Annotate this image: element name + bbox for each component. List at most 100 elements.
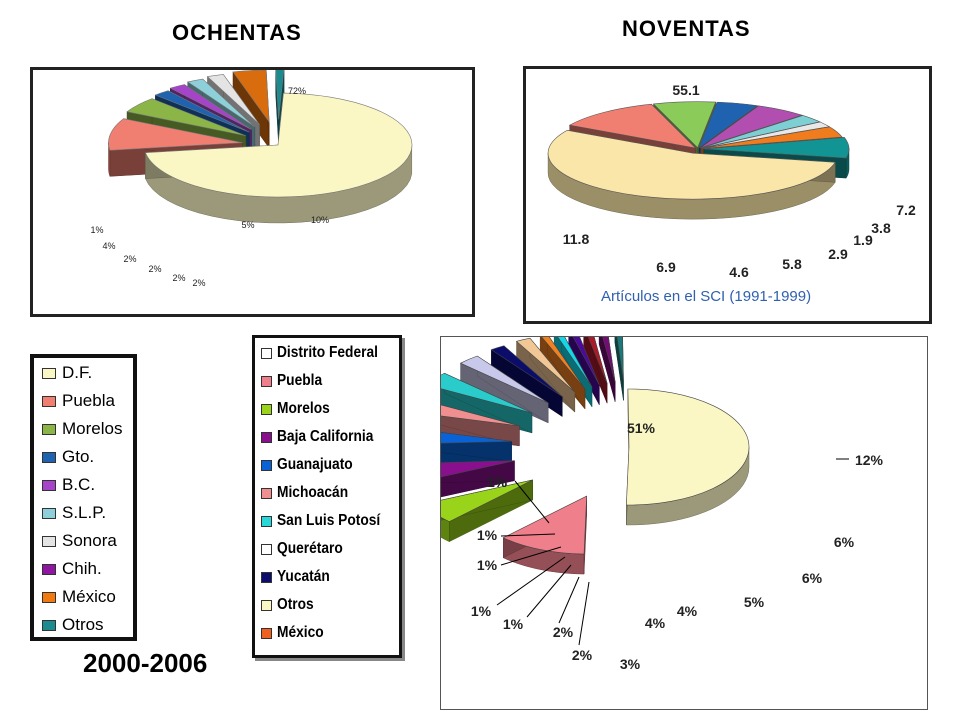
pie-chart-noventas: 55.1 11.8 6.9 4.6 5.8 2.9 1.93.8 7.2 Artículos e… <box>547 82 916 305</box>
heading-noventas: NOVENTAS <box>622 16 751 41</box>
pie-tops <box>547 101 850 200</box>
legend-item: San Luis Potosí <box>261 511 397 531</box>
pie-chart-2000-2006: 51%12%6%6%5%4%4%3%2%2%1%1%1%1%1%1% <box>441 337 884 672</box>
data-label: 55.1 <box>672 82 699 98</box>
pie-slice <box>206 74 260 125</box>
leader-line <box>500 533 556 537</box>
pie-slice <box>698 101 759 149</box>
pie-slice <box>703 137 850 159</box>
leader-line <box>526 564 572 618</box>
legend-label: B.C. <box>62 475 96 494</box>
pie-slice <box>441 460 515 478</box>
pie-labels: 72% 10% 5% 2% 2% 2% 2% 4% 1% <box>90 86 329 288</box>
legend-item: Baja California <box>261 427 389 447</box>
legend-label: Sonora <box>62 531 117 550</box>
data-label: 2% <box>172 273 185 283</box>
pie-tops <box>108 70 413 198</box>
legend-item: Morelos <box>42 419 122 439</box>
pie-slice <box>626 388 750 506</box>
data-label: 1% <box>90 225 103 235</box>
legend-item: Yucatán <box>261 567 338 587</box>
legend-item: Guanajuato <box>261 455 365 475</box>
legend-item: Michoacán <box>261 483 360 503</box>
pie-slice <box>441 404 520 427</box>
pie-slice <box>652 101 717 149</box>
legend-label: Chih. <box>62 559 102 578</box>
data-label: 2.9 <box>828 246 848 262</box>
data-label: 51% <box>627 420 656 436</box>
pie-slice-side <box>441 517 450 543</box>
data-label: 5% <box>744 594 765 610</box>
legend-swatch <box>42 535 56 547</box>
data-label: 2% <box>148 264 161 274</box>
data-label: 3% <box>620 656 641 672</box>
leader-line <box>500 546 562 566</box>
pie-slice <box>541 337 586 390</box>
data-label: 10% <box>311 215 329 225</box>
data-label: 2% <box>192 278 205 288</box>
pie-slice <box>459 355 549 404</box>
legend-item: Puebla <box>42 391 115 411</box>
legend-label: Yucatán <box>277 568 330 585</box>
heading-ochentas: OCHENTAS <box>172 20 302 45</box>
pie-slice <box>602 337 616 382</box>
chart-panel-2000-2006: 51% 12% 6% 6% 5% 4% 4% 3% 2% 2% 1% 1% 1% 1% 1% 1% <box>440 336 928 710</box>
legend-swatch <box>42 451 56 463</box>
pie-slice <box>568 103 697 149</box>
legend-swatch <box>261 375 272 387</box>
pie-slice <box>700 105 804 149</box>
data-label: 1% <box>471 603 492 619</box>
legend-item: Querétaro <box>261 539 353 559</box>
chart-caption: Artículos en el SCI (1991-1999) <box>601 288 811 305</box>
legend-label: México <box>62 587 116 606</box>
pie-chart-ochentas: 72% 10% 5% 2% 2% 2% 2% 4% 1% <box>90 70 413 288</box>
data-label: 12% <box>855 452 884 468</box>
pie-slice <box>154 90 250 133</box>
data-label: 6% <box>834 534 855 550</box>
pie-labels: 55.1 11.8 6.9 4.6 5.8 2.9 1.93.8 7.2 <box>563 82 916 280</box>
pie-slice <box>441 372 533 414</box>
legend-swatch <box>261 571 272 583</box>
pie-slice <box>502 495 587 555</box>
legend-item: Distrito Federal <box>261 343 394 363</box>
period-label: 2000-2006 <box>83 648 208 678</box>
pie-slice <box>557 337 593 387</box>
legend-item: Chih. <box>42 559 102 579</box>
legend-label: Morelos <box>277 400 330 417</box>
legend-label: Querétaro <box>277 540 343 557</box>
pie-slice <box>515 337 576 393</box>
legend-swatch <box>261 459 272 471</box>
pie-slice <box>275 70 285 120</box>
data-label: 2% <box>572 647 593 663</box>
legend-swatch <box>42 563 56 575</box>
legend-swatch <box>261 347 272 359</box>
legend-item: Morelos <box>261 399 338 419</box>
data-label: 1.9 <box>853 232 873 248</box>
pie-slice <box>232 70 270 123</box>
data-label: 72% <box>288 86 306 96</box>
data-label: 4% <box>677 603 698 619</box>
legend-label: México <box>277 624 324 641</box>
legend-label: San Luis Potosí <box>277 512 381 529</box>
legend-swatch <box>261 487 272 499</box>
leader-line <box>578 581 590 646</box>
legend-label: Otros <box>277 596 314 613</box>
legend-label: Otros <box>62 615 104 634</box>
data-label: 2% <box>123 254 136 264</box>
legend-swatch <box>42 591 56 603</box>
legend-swatch <box>261 431 272 443</box>
pie-slice <box>701 126 843 149</box>
pie-tops <box>441 337 750 555</box>
legend-swatch <box>261 403 272 415</box>
legend-item: B.C. <box>42 475 95 495</box>
pie-slice <box>169 84 252 130</box>
data-label: 5.8 <box>782 256 802 272</box>
pie-slice <box>572 337 600 385</box>
legend-item: Gto. <box>42 447 94 467</box>
pie-slice <box>441 432 512 444</box>
data-label: 6% <box>802 570 823 586</box>
legend-item: Otros <box>261 595 320 615</box>
legend-item: Otros <box>42 615 104 635</box>
data-label: 5% <box>241 220 254 230</box>
data-label: 4% <box>102 241 115 251</box>
